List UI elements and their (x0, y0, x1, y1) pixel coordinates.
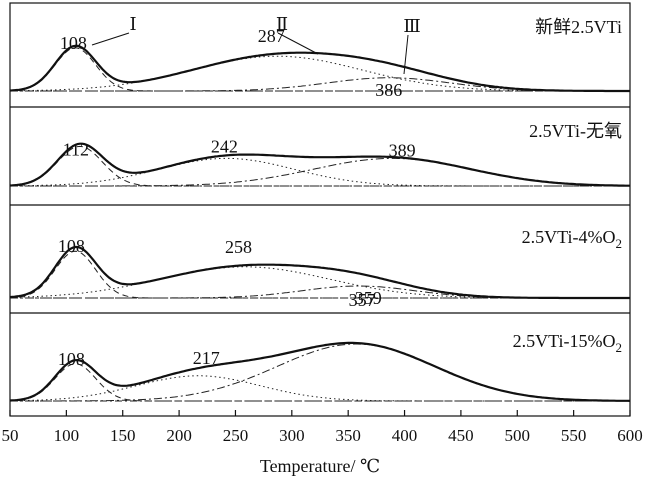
x-tick-label: 200 (166, 426, 192, 445)
peak-label: 359 (355, 288, 382, 308)
peak-label: 386 (375, 80, 402, 100)
x-tick-label: 500 (505, 426, 531, 445)
component-peak-1 (9, 145, 630, 187)
peak-marker-1: Ⅰ (129, 14, 136, 34)
component-peak-2 (10, 157, 630, 187)
peak-label: 357 (349, 290, 376, 310)
panel-label: 2.5VTi-15%O2 (513, 331, 622, 355)
peak-label: 242 (211, 136, 238, 156)
component-peak-2 (10, 266, 630, 299)
peak-label: 217 (193, 348, 220, 368)
peak-label: 258 (225, 237, 252, 257)
component-peak-1 (9, 47, 630, 92)
x-tick-label: 100 (54, 426, 80, 445)
component-peak-3 (10, 285, 630, 299)
x-tick-label: 150 (110, 426, 136, 445)
plot-frame (9, 2, 631, 417)
panel-1: 108 287 386 新鲜2.5VTi (9, 17, 630, 108)
envelope-curve (9, 245, 630, 300)
x-tick-label: 450 (448, 426, 474, 445)
marker-leader (277, 32, 319, 55)
peak-marker-3: Ⅲ (403, 16, 420, 36)
marker-leader (91, 32, 130, 46)
x-tick-label: 350 (335, 426, 361, 445)
panel-label: 新鲜2.5VTi (535, 17, 622, 37)
envelope-curve (9, 341, 631, 402)
component-peak-3 (10, 157, 630, 187)
x-tick-label: 300 (279, 426, 305, 445)
peak-label: 108 (60, 33, 87, 53)
x-tick-label: 50 (2, 426, 19, 445)
panel-4: 108 217 357 2.5VTi-15%O2 (9, 290, 631, 402)
component-peak-1 (9, 363, 630, 402)
peak-marker-2: Ⅱ (276, 14, 288, 34)
x-tick-label: 400 (392, 426, 418, 445)
peak-label: 287 (258, 26, 285, 46)
x-tick-label: 250 (223, 426, 249, 445)
envelope-curve (9, 44, 630, 93)
peak-label: 112 (63, 139, 89, 159)
panel-label: 2.5VTi-4%O2 (522, 227, 622, 251)
panel-label: 2.5VTi-无氧 (529, 121, 622, 141)
peak-label: 108 (58, 236, 85, 256)
x-tick-label: 600 (617, 426, 643, 445)
component-peak-2 (10, 375, 630, 402)
peak-label: 108 (58, 349, 85, 369)
panel-3: 108 258 359 2.5VTi-4%O2 (9, 227, 630, 314)
peak-label: 389 (389, 140, 416, 160)
component-peak-1 (9, 250, 630, 299)
x-tick-label: 550 (561, 426, 587, 445)
panel-2: 112 242 389 2.5VTi-无氧 (9, 121, 630, 206)
marker-leader (403, 34, 409, 75)
x-axis-label: Temperature/ ℃ (260, 456, 380, 476)
component-peak-3 (10, 343, 631, 402)
envelope-curve (9, 142, 630, 187)
